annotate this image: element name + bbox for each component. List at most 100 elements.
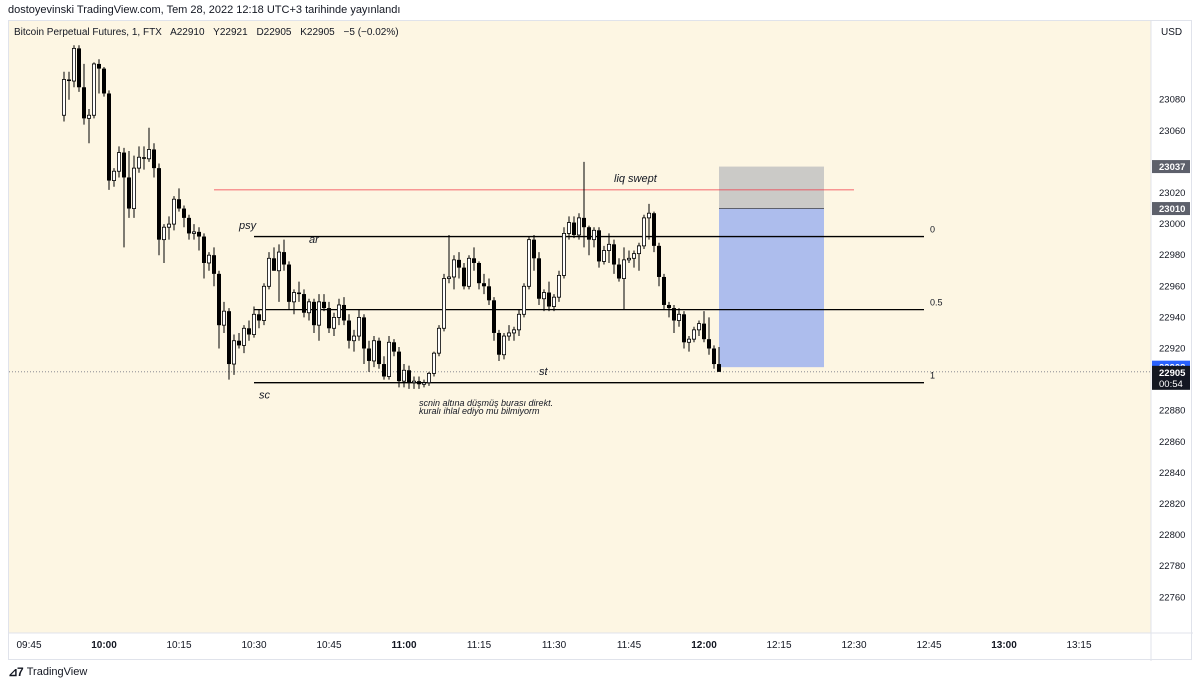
- candle[interactable]: [436, 325, 441, 357]
- candle[interactable]: [386, 336, 391, 380]
- candle[interactable]: [257, 309, 261, 329]
- candle[interactable]: [672, 304, 676, 333]
- candle[interactable]: [562, 227, 567, 279]
- candle[interactable]: [312, 298, 316, 333]
- candle[interactable]: [347, 314, 351, 349]
- candle[interactable]: [702, 311, 706, 343]
- stop-zone[interactable]: [719, 166, 824, 209]
- candle[interactable]: [231, 334, 236, 375]
- candle[interactable]: [612, 239, 616, 274]
- candle[interactable]: [657, 242, 661, 287]
- candle[interactable]: [682, 311, 686, 349]
- candle[interactable]: [557, 270, 562, 302]
- candle[interactable]: [487, 278, 491, 305]
- chart-annotation[interactable]: scnin altına düşmüş burası direkt.: [419, 398, 553, 408]
- candle[interactable]: [687, 336, 692, 352]
- candle[interactable]: [306, 298, 311, 321]
- candle[interactable]: [472, 247, 476, 271]
- chart-annotation[interactable]: ar: [309, 234, 320, 246]
- chart-annotation[interactable]: psy: [238, 220, 258, 232]
- candle[interactable]: [356, 309, 361, 341]
- candle[interactable]: [322, 294, 326, 312]
- candle[interactable]: [532, 234, 536, 271]
- candle[interactable]: [62, 71, 67, 122]
- candle[interactable]: [82, 63, 86, 125]
- candle[interactable]: [506, 325, 511, 341]
- candle[interactable]: [527, 236, 532, 290]
- candle[interactable]: [446, 234, 451, 284]
- candle[interactable]: [457, 252, 461, 279]
- candle[interactable]: [202, 233, 206, 279]
- candle[interactable]: [377, 337, 381, 369]
- candle[interactable]: [212, 247, 216, 287]
- candle[interactable]: [642, 214, 647, 249]
- candle[interactable]: [426, 371, 431, 386]
- candle[interactable]: [401, 364, 406, 388]
- candle[interactable]: [282, 239, 286, 271]
- candle[interactable]: [171, 196, 176, 231]
- candle[interactable]: [497, 329, 501, 361]
- candlestick-chart[interactable]: 0 0.5 1 psy ar liq swept st sc scnin altına düş…: [9, 21, 1193, 661]
- candle[interactable]: [421, 379, 426, 388]
- candle[interactable]: [122, 147, 126, 248]
- candle[interactable]: [206, 252, 211, 271]
- candle[interactable]: [587, 225, 591, 256]
- candle[interactable]: [717, 346, 721, 372]
- candle[interactable]: [367, 340, 371, 372]
- candle[interactable]: [316, 294, 321, 341]
- candle[interactable]: [72, 45, 77, 88]
- tradingview-logo[interactable]: ⊿7 TradingView: [8, 665, 87, 679]
- candle[interactable]: [411, 376, 416, 389]
- candle[interactable]: [477, 261, 481, 290]
- candle[interactable]: [441, 273, 446, 332]
- candle[interactable]: [547, 281, 551, 312]
- candle[interactable]: [397, 346, 401, 388]
- candle[interactable]: [227, 308, 231, 380]
- candle[interactable]: [187, 214, 191, 240]
- candle[interactable]: [652, 211, 656, 253]
- candle[interactable]: [302, 289, 306, 318]
- target-zone[interactable]: [719, 208, 824, 368]
- candle[interactable]: [197, 227, 201, 251]
- candle[interactable]: [552, 294, 557, 312]
- candle[interactable]: [677, 308, 682, 327]
- candle[interactable]: [627, 250, 632, 263]
- candle[interactable]: [697, 320, 702, 337]
- candle[interactable]: [327, 301, 331, 333]
- candle[interactable]: [331, 312, 336, 337]
- candle[interactable]: [77, 45, 81, 92]
- price-axis[interactable]: 22760 22780 22800 22820 22840 22860 22880 22920…: [1159, 95, 1185, 604]
- symbol-legend[interactable]: Bitcoin Perpetual Futures, 1, FTX A22910…: [14, 27, 405, 38]
- candle[interactable]: [622, 247, 627, 310]
- chart-annotation[interactable]: liq swept: [614, 173, 658, 185]
- candle[interactable]: [501, 332, 506, 360]
- candle[interactable]: [266, 252, 271, 290]
- candle[interactable]: [161, 224, 166, 263]
- candle[interactable]: [351, 329, 356, 352]
- candle[interactable]: [107, 90, 111, 190]
- candle[interactable]: [291, 289, 296, 315]
- candle[interactable]: [537, 252, 541, 305]
- candle[interactable]: [97, 59, 101, 94]
- candle[interactable]: [466, 255, 471, 290]
- candle[interactable]: [261, 283, 266, 326]
- candle[interactable]: [287, 261, 291, 310]
- candle[interactable]: [371, 336, 376, 368]
- candle[interactable]: [712, 345, 716, 369]
- candle[interactable]: [516, 309, 521, 337]
- chart-annotation[interactable]: kuralı ihlal ediyo mu bilmiyorm: [419, 406, 540, 416]
- chart-area[interactable]: 0 0.5 1 psy ar liq swept st sc scnin altına düş…: [8, 20, 1193, 661]
- time-axis[interactable]: 09:45 10:00 10:15 10:30 10:45 11:00 11:15 11:30…: [16, 640, 1091, 651]
- candle[interactable]: [136, 146, 141, 173]
- candle[interactable]: [67, 71, 71, 100]
- candle[interactable]: [297, 281, 301, 302]
- candle[interactable]: [221, 301, 226, 333]
- candle[interactable]: [617, 258, 621, 282]
- candle[interactable]: [637, 242, 642, 271]
- candle[interactable]: [632, 250, 637, 268]
- candle[interactable]: [431, 351, 436, 377]
- candle[interactable]: [152, 143, 156, 178]
- candle[interactable]: [102, 67, 106, 97]
- candle[interactable]: [92, 62, 97, 119]
- candle[interactable]: [667, 301, 671, 318]
